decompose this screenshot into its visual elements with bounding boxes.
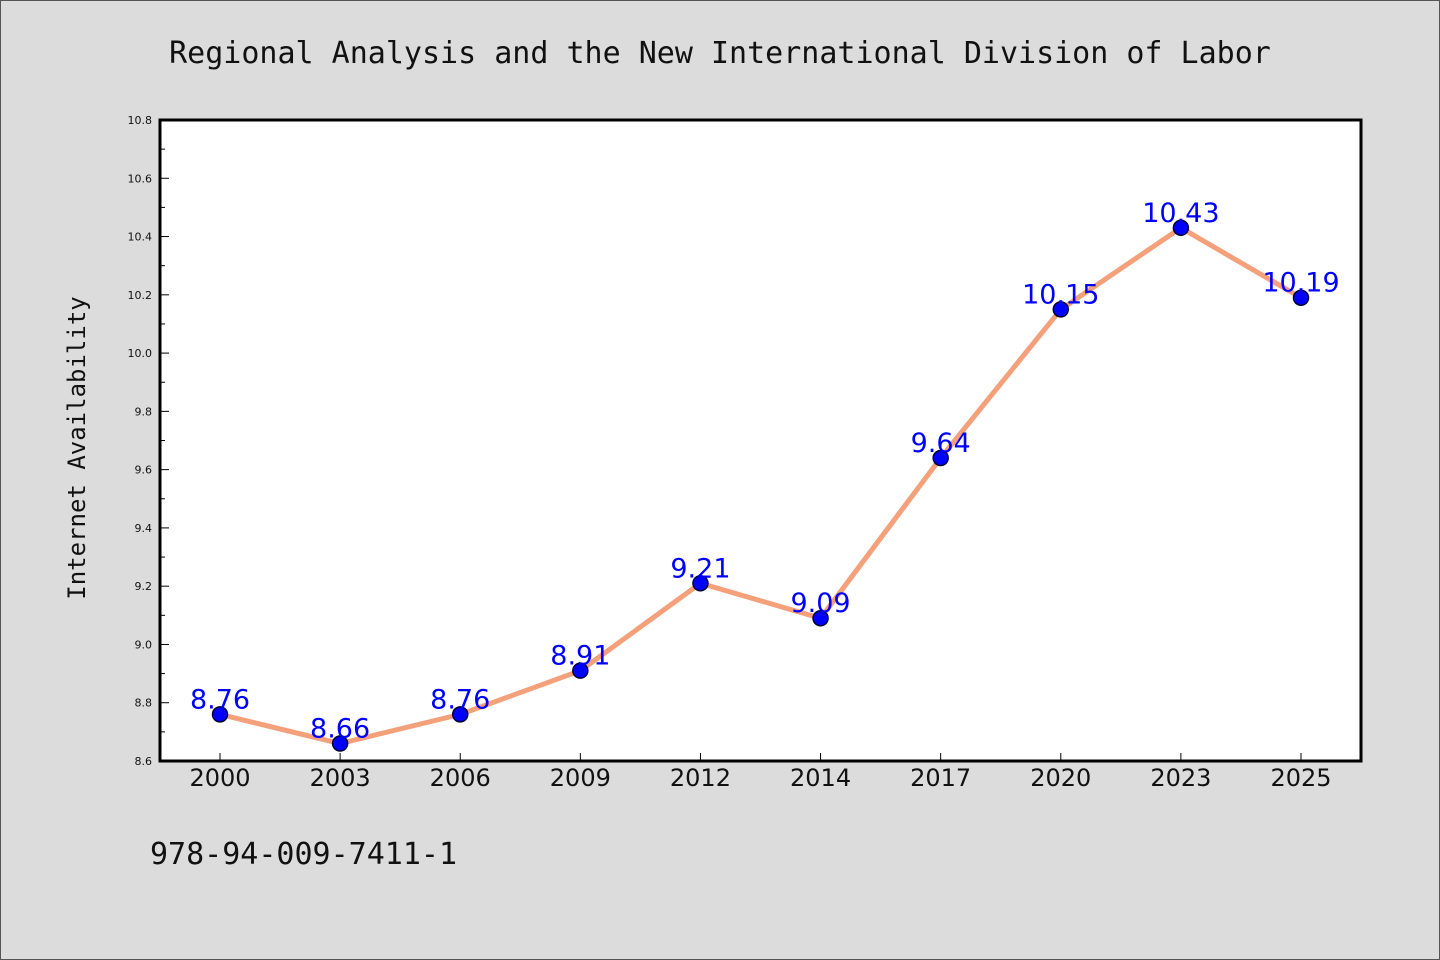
data-point-marker [692, 575, 709, 592]
data-point-marker [932, 449, 949, 467]
chart-title: Regional Analysis and the New Internatio… [169, 36, 1271, 71]
x-tick-label: 2020 [1030, 764, 1091, 792]
y-tick-label: 9.6 [135, 464, 153, 477]
y-tick-label: 9.0 [135, 638, 153, 651]
y-tick-label: 10.2 [128, 289, 153, 302]
y-tick-label: 10.6 [128, 172, 153, 185]
x-tick-label: 2014 [790, 764, 851, 792]
y-tick-label: 10.0 [128, 347, 153, 360]
y-tick-label: 9.4 [135, 522, 153, 535]
data-label: 9.09 [790, 588, 850, 619]
data-label: 8.76 [190, 684, 250, 715]
data-label: 9.21 [670, 553, 730, 584]
plot-border [158, 118, 1363, 763]
x-tick-label: 2025 [1270, 764, 1331, 792]
y-axis-label: Internet Availability [63, 296, 91, 599]
x-tick-label: 2012 [670, 764, 731, 792]
y-tick-label: 8.8 [135, 697, 153, 710]
data-label: 10.15 [1022, 279, 1099, 310]
series-markers [211, 219, 1310, 752]
x-tick-label: 2017 [910, 764, 971, 792]
x-tick-label: 2023 [1150, 764, 1211, 792]
data-label: 8.91 [550, 641, 610, 672]
isbn-text: 978-94-009-7411-1 [150, 837, 457, 872]
data-labels: 8.76 8.66 8.76 8.91 9.21 9.09 9.64 10.15 10.43 10… [190, 198, 1340, 745]
data-label: 8.76 [430, 684, 490, 715]
data-point-marker [1292, 289, 1310, 306]
data-point-marker [451, 706, 469, 723]
data-label: 8.66 [310, 714, 370, 745]
data-point-marker [1172, 219, 1190, 237]
data-point-marker [572, 662, 589, 679]
data-point-marker [1052, 301, 1070, 318]
axis-ticks: 8.6 8.8 9.0 9.2 9.4 9.6 9.8 10.0 10.2 10.4 10.6 10.… [128, 114, 1332, 792]
y-tick-label: 10.4 [128, 231, 153, 244]
plot-area [160, 120, 1361, 761]
series-line-layer [217, 225, 1304, 747]
data-point-marker [331, 735, 349, 752]
data-label: 9.64 [911, 428, 971, 459]
data-point-marker [812, 609, 829, 627]
series-line [217, 225, 1304, 747]
y-tick-label: 8.6 [135, 755, 153, 768]
data-label: 10.19 [1262, 268, 1339, 299]
x-tick-label: 2009 [550, 764, 611, 792]
x-tick-label: 2006 [430, 764, 491, 792]
data-label: 10.43 [1142, 198, 1219, 229]
y-tick-label: 10.8 [128, 114, 153, 127]
x-tick-label: 2003 [310, 764, 371, 792]
y-tick-label: 9.2 [135, 580, 153, 593]
data-point-marker [211, 706, 229, 723]
y-tick-label: 9.8 [135, 405, 153, 418]
x-tick-label: 2000 [189, 764, 250, 792]
